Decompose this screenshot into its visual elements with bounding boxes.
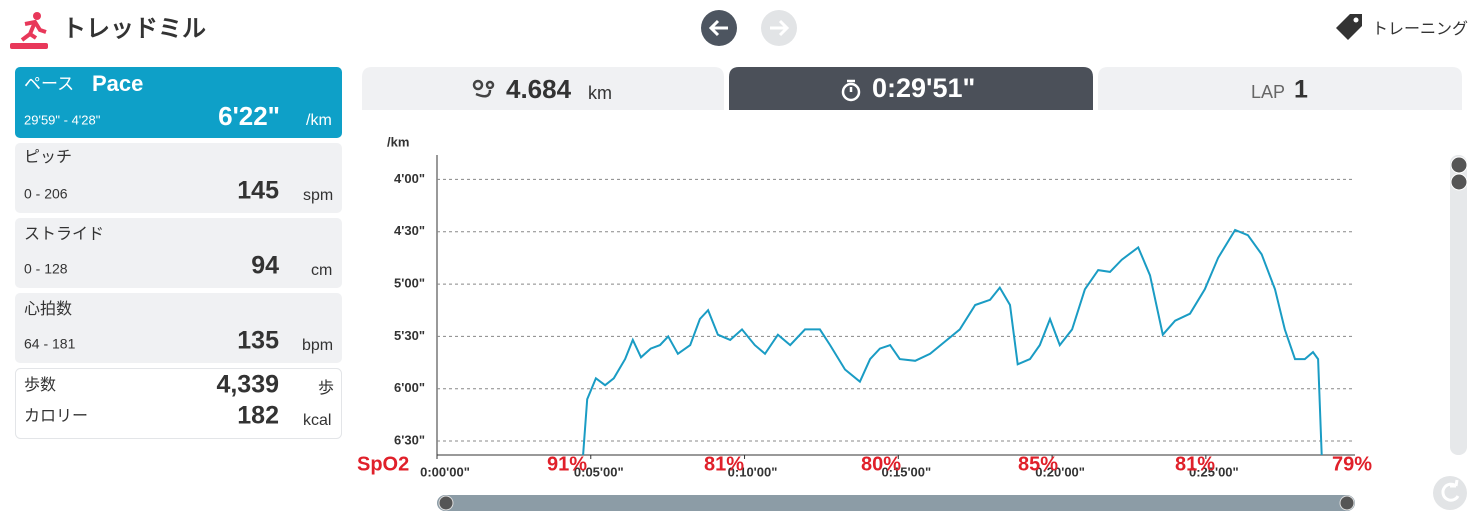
scroll-handle[interactable] <box>1450 156 1468 174</box>
stride-card[interactable] <box>15 218 342 288</box>
steps-unit: 歩 <box>318 379 334 397</box>
forward-arrow <box>770 19 790 37</box>
distance-unit: km <box>588 83 612 103</box>
x-tick-label: 0:25'00" <box>1189 464 1239 479</box>
y-tick-label: 5'00" <box>394 276 425 291</box>
y-tick-label: 6'00" <box>394 380 425 395</box>
training-link[interactable]: トレーニング <box>1372 20 1468 38</box>
stride-value: 94 <box>251 252 279 280</box>
x-tick-label: 0:05'00" <box>574 464 624 479</box>
time-value: 0:29'51" <box>872 73 975 103</box>
heart-rate-card[interactable] <box>15 293 342 363</box>
spo2-value: 79% <box>1332 453 1372 475</box>
distance-value: 4.684 <box>506 74 572 104</box>
steps-label: 歩数 <box>24 376 56 394</box>
spo2-label: SpO2 <box>357 453 409 475</box>
pace-line <box>582 228 1323 455</box>
pitch-value: 145 <box>237 177 279 205</box>
heart-rate-label: 心拍数 <box>24 300 72 318</box>
spo2-value: 81% <box>1175 453 1215 475</box>
vertical-scrollbar[interactable] <box>1450 155 1467 455</box>
pace-label-en: Pace <box>92 71 143 96</box>
pace-unit: /km <box>306 112 332 129</box>
back-arrow <box>708 19 728 37</box>
app-icon <box>10 12 48 49</box>
app-title: トレッドミル <box>62 15 206 42</box>
pitch-label: ピッチ <box>24 149 72 166</box>
tag-icon <box>1336 14 1362 40</box>
calories-value: 182 <box>237 402 279 430</box>
pitch-card[interactable] <box>15 143 342 213</box>
stopwatch-icon <box>841 79 861 102</box>
reset-icon <box>1441 479 1460 502</box>
calories-unit: kcal <box>303 412 331 429</box>
slider-handle[interactable] <box>438 495 454 511</box>
calories-label: カロリー <box>24 408 88 425</box>
spo2-value: 91% <box>547 453 587 475</box>
pace-card[interactable] <box>15 67 342 138</box>
distance-tab[interactable] <box>362 67 724 110</box>
spo2-value: 85% <box>1018 453 1058 475</box>
heart-rate-value: 135 <box>237 327 279 355</box>
lap-value: 1 <box>1294 76 1308 104</box>
pace-label: ペース <box>24 74 74 93</box>
y-axis-unit: /km <box>387 134 409 149</box>
stride-label: ストライド <box>24 226 104 243</box>
route-icon <box>472 79 495 98</box>
heart-rate-range: 64 - 181 <box>24 336 76 352</box>
steps-value: 4,339 <box>216 371 279 399</box>
heart-rate-unit: bpm <box>302 337 333 354</box>
x-tick-label: 0:15'00" <box>881 464 931 479</box>
pace-range: 29'59" - 4'28" <box>24 112 101 127</box>
y-tick-label: 5'30" <box>394 328 425 343</box>
time-tab[interactable] <box>729 67 1093 110</box>
spo2-value: 80% <box>861 453 901 475</box>
lap-tab[interactable] <box>1098 67 1462 110</box>
pitch-unit: spm <box>303 187 333 204</box>
pace-value: 6'22" <box>218 101 280 131</box>
lap-label: LAP <box>1251 82 1285 102</box>
reset-button[interactable] <box>1433 476 1467 510</box>
y-tick-label: 4'30" <box>394 223 425 238</box>
steps-card <box>15 368 342 439</box>
y-tick-label: 6'30" <box>394 432 425 447</box>
x-tick-label: 0:00'00" <box>420 464 470 479</box>
pitch-range: 0 - 206 <box>24 186 68 202</box>
slider-handle[interactable] <box>1339 495 1355 511</box>
stride-unit: cm <box>311 262 332 279</box>
y-tick-label: 4'00" <box>394 171 425 186</box>
time-range-slider[interactable] <box>437 495 1355 511</box>
spo2-value: 81% <box>704 453 744 475</box>
x-tick-label: 0:10'00" <box>728 464 778 479</box>
stride-range: 0 - 128 <box>24 261 68 277</box>
x-tick-label: 0:20'00" <box>1035 464 1085 479</box>
tag-hole <box>1353 17 1359 23</box>
scroll-handle[interactable] <box>1450 173 1468 191</box>
